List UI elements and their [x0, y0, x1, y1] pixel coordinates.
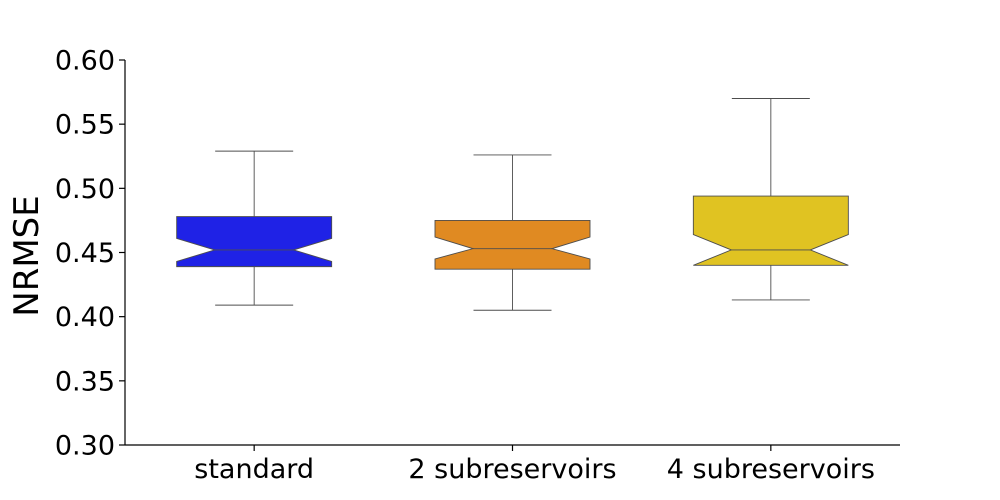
y-tick-label: 0.50: [55, 174, 115, 205]
y-tick-label: 0.40: [55, 302, 115, 333]
x-tick-label: standard: [194, 454, 314, 485]
y-axis-title: NRMSE: [7, 195, 47, 316]
box-2: [434, 154, 591, 311]
y-tick-label: 0.30: [55, 431, 115, 462]
y-tick-label: 0.45: [55, 238, 115, 269]
x-tick-label: 4 subreservoirs: [667, 454, 875, 485]
y-axis-ticks: 0.30 0.35 0.40 0.45 0.50 0.55 0.60: [55, 46, 125, 462]
notched-box: [434, 219, 591, 270]
notched-box: [176, 216, 333, 268]
y-tick-label: 0.60: [55, 46, 115, 77]
x-axis-ticks: standard 2 subreservoirs 4 subreservoirs: [194, 445, 875, 485]
x-tick-label: 2 subreservoirs: [408, 454, 616, 485]
y-tick-label: 0.55: [55, 110, 115, 141]
box-3: [692, 98, 849, 301]
box-series: [176, 98, 849, 311]
y-tick-label: 0.35: [55, 366, 115, 397]
box-1: [176, 150, 333, 306]
notched-box: [692, 195, 849, 266]
